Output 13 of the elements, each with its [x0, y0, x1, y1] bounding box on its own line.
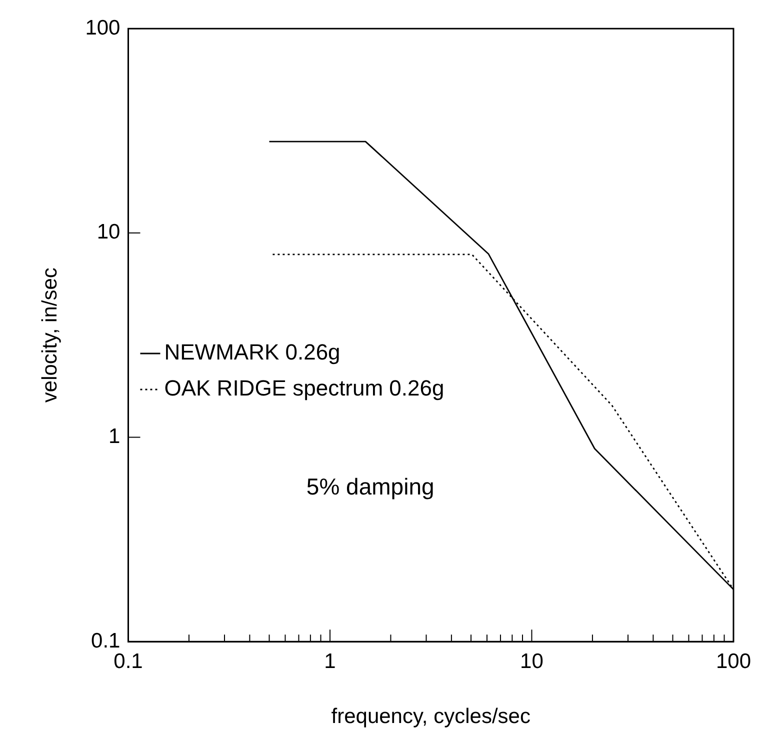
x-tick-label: 10 — [520, 650, 544, 673]
annotation: 5% damping — [306, 474, 434, 500]
x-tick-label: 0.1 — [114, 650, 143, 673]
legend-label: NEWMARK 0.26g — [164, 340, 340, 365]
x-tick-label: 1 — [324, 650, 336, 673]
x-axis-title: frequency, cycles/sec — [331, 705, 530, 728]
x-tick-label: 100 — [716, 650, 752, 673]
legend-label: OAK RIDGE spectrum 0.26g — [164, 376, 444, 401]
y-tick-label: 0.1 — [91, 629, 120, 652]
y-tick-label: 100 — [85, 16, 120, 40]
y-tick-label: 1 — [108, 425, 120, 448]
y-axis-title: velocity, in/sec — [38, 268, 62, 403]
y-tick-label: 10 — [96, 220, 120, 244]
